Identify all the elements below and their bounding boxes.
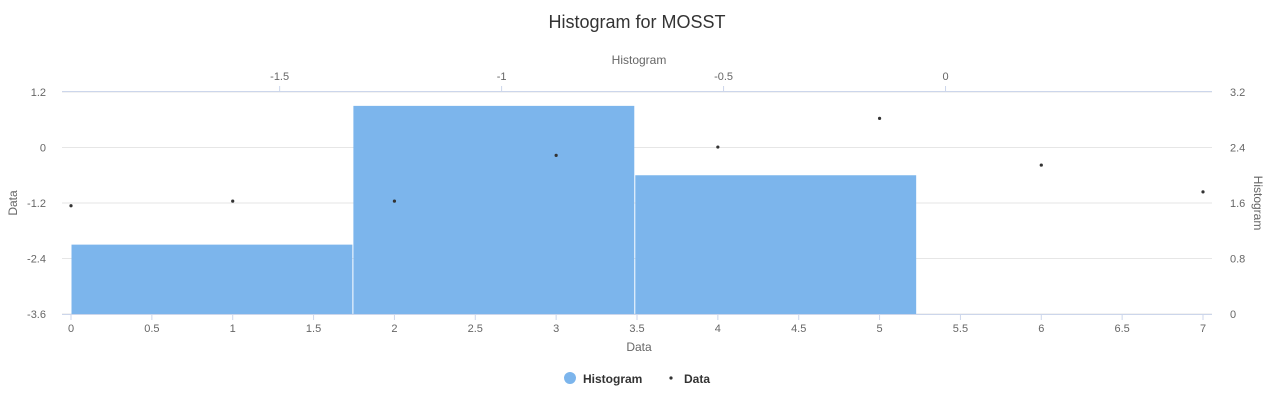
data-point [554, 153, 558, 157]
axes [62, 86, 1212, 320]
data-point [69, 204, 73, 208]
legend-item-data[interactable]: Data [669, 372, 710, 386]
x-bottom-tick-label: 2.5 [468, 323, 483, 335]
y-left-tick-label: -2.4 [27, 254, 46, 266]
y-right-tick-label: 0 [1230, 309, 1236, 321]
y-right-tick-label: 0.8 [1230, 254, 1245, 266]
data-point [392, 199, 397, 203]
bottom-axis-title: Data [626, 340, 652, 354]
x-bottom-tick-label: 4.5 [791, 323, 806, 335]
histogram-bar [635, 175, 917, 314]
data-point [231, 199, 235, 203]
x-bottom-tick-label: 1 [230, 323, 236, 335]
x-top-tick-label: -1.5 [270, 71, 289, 83]
x-bottom-tick-label: 3 [553, 323, 559, 335]
x-bottom-tick-label: 5.5 [953, 323, 968, 335]
x-bottom-tick-label: 2 [391, 323, 397, 335]
legend-data-symbol [669, 376, 673, 380]
histogram-bar [71, 244, 353, 314]
x-bottom-tick-label: 3.5 [629, 323, 644, 335]
legend-histogram-label: Histogram [583, 372, 642, 386]
x-bottom-tick-label: 6.5 [1114, 323, 1129, 335]
data-point [877, 116, 882, 120]
chart-title: Histogram for MOSST [548, 12, 725, 32]
histogram-bars [71, 105, 917, 314]
y-right-tick-label: 2.4 [1230, 143, 1245, 155]
y-left-tick-label: 1.2 [31, 87, 46, 99]
x-top-tick-label: 0 [942, 71, 948, 83]
y-right-tick-label: 3.2 [1230, 87, 1245, 99]
legend-data-label: Data [684, 372, 710, 386]
tick-labels: -3.6 -2.4 -1.2 0 1.2 0 0.8 1.6 2.4 3.2 0 0.5 1 1.5 2 2.… [27, 71, 1245, 335]
data-point [716, 145, 720, 149]
x-bottom-tick-label: 4 [715, 323, 721, 335]
x-top-tick-label: -0.5 [714, 71, 733, 83]
left-axis-title: Data [6, 190, 20, 216]
legend[interactable]: Histogram Data [564, 372, 710, 386]
y-left-tick-label: 0 [40, 143, 46, 155]
data-points [69, 116, 1205, 208]
data-point [1201, 190, 1205, 194]
data-point [1039, 163, 1043, 167]
histogram-bar [353, 105, 635, 314]
legend-histogram-symbol [564, 372, 576, 384]
y-left-tick-label: -1.2 [27, 198, 46, 210]
legend-item-histogram[interactable]: Histogram [564, 372, 642, 386]
x-bottom-tick-label: 0.5 [144, 323, 159, 335]
y-left-tick-label: -3.6 [27, 309, 46, 321]
x-bottom-tick-label: 5 [877, 323, 883, 335]
x-top-tick-label: -1 [497, 71, 507, 83]
x-bottom-tick-label: 1.5 [306, 323, 321, 335]
x-bottom-tick-label: 0 [68, 323, 74, 335]
y-right-tick-label: 1.6 [1230, 198, 1245, 210]
top-axis-title: Histogram [612, 53, 667, 67]
x-bottom-tick-label: 7 [1200, 323, 1206, 335]
x-bottom-tick-label: 6 [1038, 323, 1044, 335]
right-axis-title: Histogram [1251, 176, 1265, 231]
